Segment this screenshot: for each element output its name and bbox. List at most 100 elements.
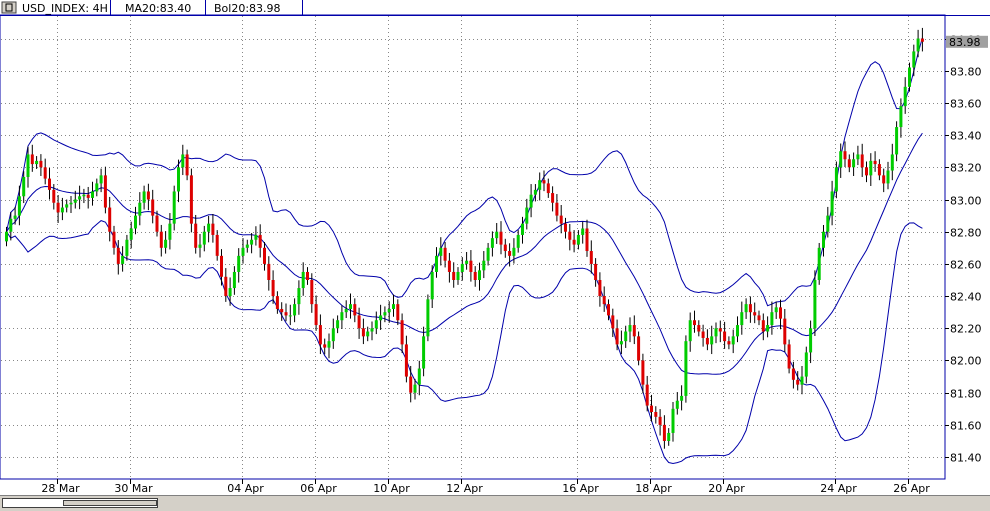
candle [460, 257, 464, 281]
candle-body-down [572, 239, 576, 245]
candle-body-up [78, 196, 82, 200]
candle [890, 143, 894, 181]
candle [619, 330, 623, 355]
candle-body-down [757, 315, 761, 321]
bollinger-upper [6, 37, 923, 307]
candle-body-down [52, 189, 56, 203]
current-price-label: 83.98 [949, 36, 981, 49]
scrollbar-track[interactable] [2, 498, 158, 508]
candle [366, 326, 370, 342]
candle [443, 242, 447, 268]
candle [112, 225, 116, 255]
candle [232, 266, 236, 295]
candle-body-up [813, 280, 817, 329]
candle [237, 248, 241, 283]
scrollbar-thumb[interactable] [63, 500, 157, 506]
candle-body-down [220, 255, 223, 277]
candle [30, 144, 34, 172]
candle [581, 221, 585, 244]
candle-body-up [667, 432, 671, 441]
candle [430, 265, 434, 309]
candle-body-down [499, 231, 503, 245]
candle [813, 270, 817, 337]
candle [538, 172, 542, 201]
candle [723, 321, 727, 349]
candle-body-up [91, 191, 94, 198]
candle-body-up [293, 304, 297, 316]
candle-body-up [430, 271, 434, 300]
candle-body-up [73, 199, 77, 203]
candle-body-down [787, 344, 791, 369]
candle [387, 301, 391, 323]
candle [202, 225, 206, 252]
candle-body-up [619, 341, 623, 345]
candle [572, 230, 576, 253]
candle [800, 365, 804, 395]
candle [301, 262, 305, 296]
candle-body-up [121, 255, 125, 264]
candle-body-up [349, 304, 352, 309]
window-menu-icon-glyph [5, 3, 13, 12]
candle-body-up [482, 260, 486, 271]
candle [650, 394, 653, 422]
candle-body-up [17, 196, 21, 216]
candle [60, 197, 64, 221]
candle-body-up [383, 312, 387, 316]
candle [48, 167, 51, 200]
candle-body-up [426, 299, 430, 337]
candle-body-up [512, 247, 516, 256]
candle-body-down [873, 160, 877, 165]
candle [705, 329, 709, 351]
candle-body-up [478, 270, 481, 280]
candle-body-down [189, 175, 193, 224]
candle-body-down [357, 315, 361, 329]
candle-body-down [882, 175, 886, 184]
candle [146, 183, 150, 211]
candle [529, 184, 533, 218]
candle [331, 318, 335, 349]
candle-body-down [843, 151, 847, 160]
candle-body-up [525, 207, 529, 224]
candle [370, 321, 374, 341]
candle [701, 324, 705, 347]
candle-body-down [56, 202, 60, 213]
candle [542, 170, 546, 192]
candle-body-up [22, 176, 26, 197]
candle-body-down [400, 320, 404, 345]
candle-body-down [103, 175, 107, 208]
candle [275, 291, 279, 314]
candle [439, 237, 443, 266]
candle [271, 270, 275, 304]
candle [637, 331, 641, 366]
candle [740, 301, 744, 335]
candle [142, 185, 146, 210]
candle [288, 304, 292, 326]
candle [628, 317, 632, 343]
candle-body-down [284, 312, 288, 316]
candle-body-up [392, 304, 395, 309]
candle [465, 251, 469, 270]
x-tick-label: 12 Apr [446, 482, 483, 495]
candle-body-up [830, 191, 834, 216]
candle-body-up [168, 223, 172, 240]
window-menu-icon[interactable] [1, 1, 17, 14]
candle [508, 243, 512, 267]
candle [602, 286, 606, 312]
y-tick-label: 81.80 [950, 388, 982, 401]
candle-body-down [503, 244, 507, 252]
candle-body-up [465, 260, 469, 264]
candle [258, 224, 262, 258]
candle [521, 216, 524, 244]
candle-body-up [624, 331, 628, 342]
candle [684, 335, 688, 403]
candle-body-up [142, 191, 146, 203]
candle [151, 189, 155, 224]
candle-body-down [267, 263, 271, 280]
candle-body-down [108, 207, 112, 232]
candle [847, 154, 851, 173]
candle [396, 299, 400, 326]
candle-body-up [766, 325, 770, 332]
candle [753, 302, 757, 324]
candle-body-up [435, 255, 438, 272]
horizontal-scrollbar[interactable] [0, 495, 990, 511]
